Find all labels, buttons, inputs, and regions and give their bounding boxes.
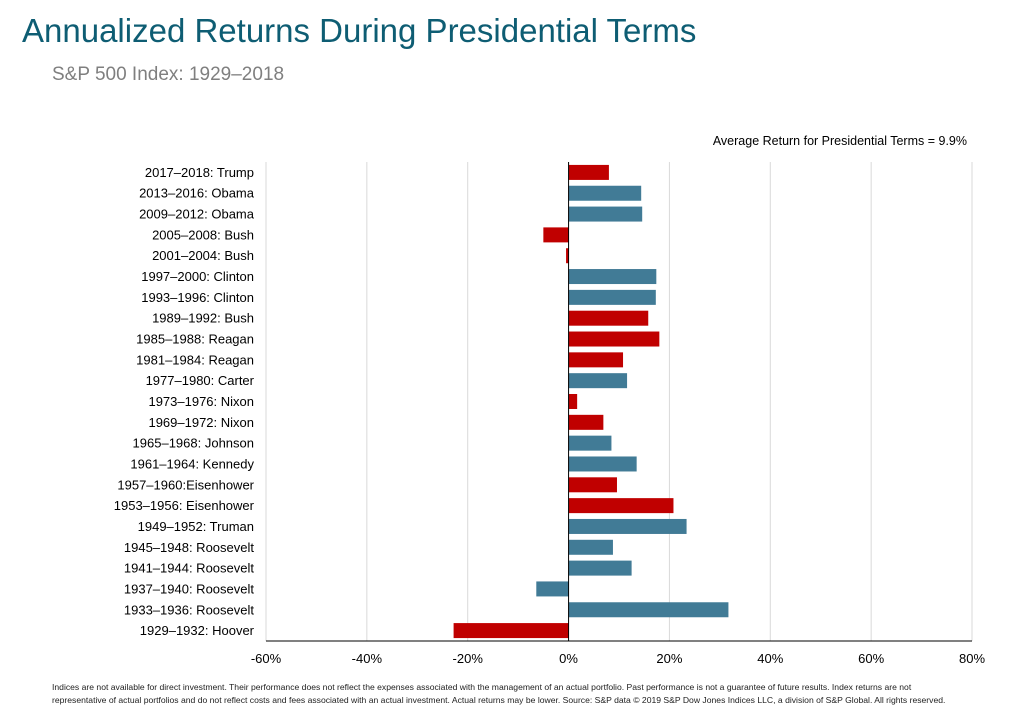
category-label: 1993–1996: Clinton [141,290,254,305]
category-label: 1953–1956: Eisenhower [114,498,255,513]
bar [568,206,643,222]
grid-lines [265,162,973,641]
footnote-line-2: representative of actual portfolios and … [52,695,946,705]
category-label: 1985–1988: Reagan [136,332,254,347]
disclaimer-footnote: Indices are not available for direct inv… [52,681,982,707]
category-label: 1941–1944: Roosevelt [124,561,254,576]
category-label: 1981–1984: Reagan [136,352,254,367]
bar [568,164,609,180]
category-label: 1961–1964: Kennedy [130,456,254,471]
category-label: 1929–1932: Hoover [140,623,255,638]
x-tick-label: -20% [453,651,484,666]
x-tick-label: 20% [656,651,682,666]
bar [568,185,642,201]
x-tick-label: 60% [858,651,884,666]
bar [568,539,613,555]
bar [568,331,660,347]
bar [568,560,632,576]
bar [543,227,569,243]
category-label: 2001–2004: Bush [152,248,254,263]
category-label: 1937–1940: Roosevelt [124,581,254,596]
footnote-line-1: Indices are not available for direct inv… [52,682,912,692]
category-label: 1997–2000: Clinton [141,269,254,284]
category-label: 2005–2008: Bush [152,227,254,242]
bar [568,518,687,534]
bar [566,248,569,264]
category-label: 1933–1936: Roosevelt [124,602,254,617]
x-tick-label: -60% [251,651,282,666]
bar [568,435,612,451]
bar [568,373,628,389]
category-label: 1989–1992: Bush [152,311,254,326]
category-label: 1957–1960:Eisenhower [117,477,254,492]
bar [453,623,569,639]
bars [453,164,729,639]
bar [568,352,624,368]
bar [568,602,729,618]
category-label: 1977–1980: Carter [146,373,255,388]
bar [568,394,578,409]
bar [568,289,656,305]
category-label: 1973–1976: Nixon [148,394,254,409]
category-labels: 2017–2018: Trump 2013–2016: Obama 2009–201… [114,165,255,638]
x-tick-label: -40% [352,651,383,666]
category-label: 1949–1952: Truman [138,519,254,534]
category-label: 1945–1948: Roosevelt [124,540,254,555]
bar [568,456,637,472]
x-tick-label: 40% [757,651,783,666]
category-label: 1965–1968: Johnson [133,436,254,451]
bar [536,581,569,597]
axes [266,162,972,642]
x-tick-label: 0% [559,651,578,666]
bar [568,414,604,430]
presidential-returns-bar-chart: 2017–2018: Trump 2013–2016: Obama 2009–201… [114,162,986,666]
x-tick-labels: -60% -40% -20% 0% 20% 40% 60% 80% [251,651,986,666]
bar [568,310,649,326]
average-return-annotation: Average Return for Presidential Terms = … [712,134,967,148]
bar [568,269,657,285]
x-tick-label: 80% [959,651,985,666]
category-label: 1969–1972: Nixon [148,415,254,430]
bar [568,498,674,514]
category-label: 2017–2018: Trump [145,165,254,180]
page-subtitle: S&P 500 Index: 1929–2018 [52,64,285,85]
category-label: 2013–2016: Obama [139,186,255,201]
bar [568,477,617,493]
category-label: 2009–2012: Obama [139,207,255,222]
page-title: Annualized Returns During Presidential T… [22,12,697,49]
